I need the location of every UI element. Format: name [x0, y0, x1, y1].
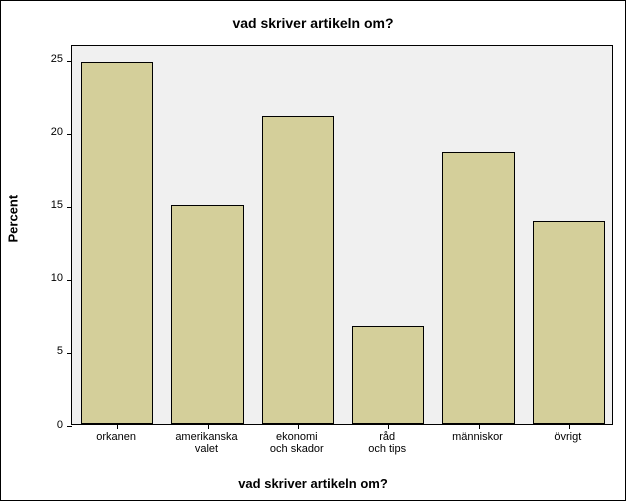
y-tick-label: 5 — [33, 345, 63, 357]
x-tick-label: ekonomioch skador — [252, 431, 342, 455]
bar — [442, 152, 514, 424]
y-tick-label: 20 — [33, 126, 63, 138]
y-tick-label: 15 — [33, 199, 63, 211]
x-tick-label: rådoch tips — [342, 431, 432, 455]
x-tick — [117, 424, 118, 429]
y-tick — [67, 207, 72, 208]
plot-area — [71, 45, 613, 425]
x-tick — [479, 424, 480, 429]
y-axis-label: Percent — [6, 223, 21, 243]
bar — [171, 205, 243, 424]
x-axis-label: vad skriver artikeln om? — [1, 476, 625, 491]
x-tick — [298, 424, 299, 429]
y-tick — [67, 61, 72, 62]
y-tick — [67, 426, 72, 427]
y-tick — [67, 134, 72, 135]
bar — [533, 221, 605, 424]
x-tick-label: amerikanskavalet — [161, 431, 251, 455]
bar — [81, 62, 153, 424]
x-tick — [208, 424, 209, 429]
chart-title: vad skriver artikeln om? — [1, 15, 625, 31]
bar — [352, 326, 424, 424]
x-tick — [569, 424, 570, 429]
bar — [262, 116, 334, 424]
chart-container: vad skriver artikeln om? Percent vad skr… — [0, 0, 626, 501]
y-tick-label: 10 — [33, 272, 63, 284]
y-tick-label: 25 — [33, 53, 63, 65]
x-tick-label: övrigt — [523, 431, 613, 443]
y-tick-label: 0 — [33, 419, 63, 431]
x-tick-label: människor — [432, 431, 522, 443]
x-tick-label: orkanen — [71, 431, 161, 443]
x-tick — [388, 424, 389, 429]
y-tick — [67, 280, 72, 281]
y-tick — [67, 353, 72, 354]
